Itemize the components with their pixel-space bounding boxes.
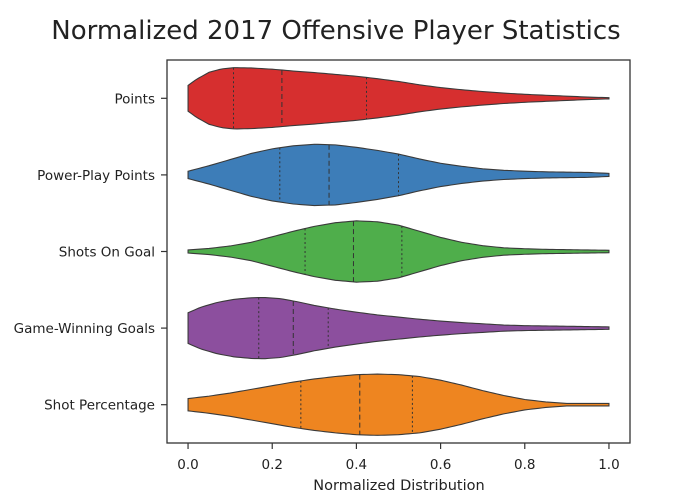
x-tick-label: 1.0 (598, 457, 619, 473)
chart-title: Normalized 2017 Offensive Player Statist… (51, 16, 620, 46)
x-tick-label: 0.6 (430, 457, 451, 473)
y-tick-label: Game-Winning Goals (14, 321, 155, 337)
violin-body (187, 143, 610, 207)
x-tick-label: 0.4 (346, 457, 367, 473)
x-tick-label: 0.2 (261, 457, 282, 473)
x-tick-label: 0.0 (177, 457, 198, 473)
violin-body (187, 296, 610, 360)
y-tick-label: Shots On Goal (59, 245, 155, 261)
x-axis-label: Normalized Distribution (313, 478, 484, 494)
x-axis: 0.0 0.2 0.4 0.6 0.8 1.0 (177, 443, 620, 473)
violin-body (187, 373, 610, 436)
violin-group (187, 67, 610, 436)
y-tick-label: Power-Play Points (37, 168, 155, 184)
violin-body (187, 220, 610, 283)
x-tick-label: 0.8 (514, 457, 535, 473)
y-tick-label: Points (114, 91, 155, 107)
y-axis: Points Power-Play Points Shots On Goal Game… (14, 91, 167, 414)
violin-body (187, 67, 610, 130)
y-tick-label: Shot Percentage (44, 398, 155, 414)
